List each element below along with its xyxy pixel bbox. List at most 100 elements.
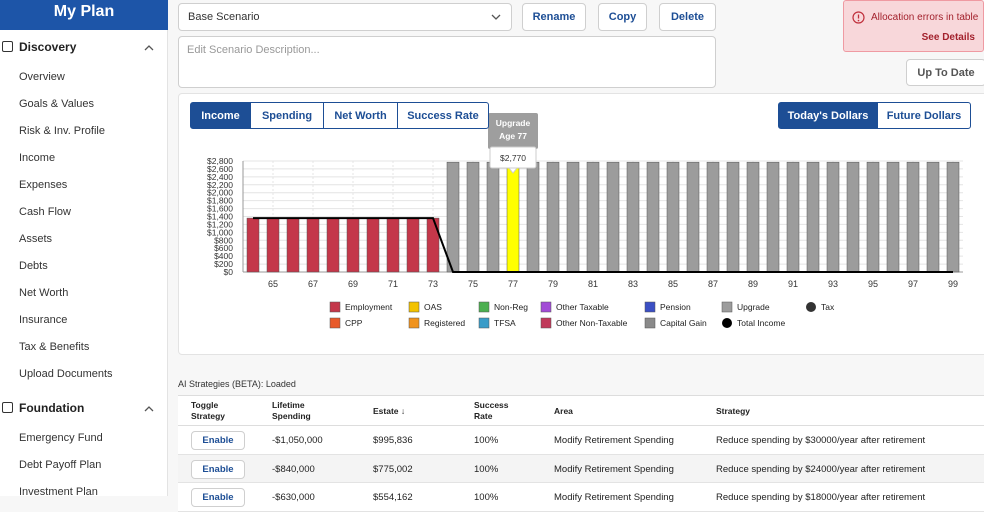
x-tick-label: 67 xyxy=(308,279,318,289)
legend-label: Other Non-Taxable xyxy=(556,318,628,328)
tab[interactable]: Net Worth xyxy=(323,102,398,129)
nav-item[interactable]: Cash Flow xyxy=(19,206,71,218)
nav-item[interactable]: Tax & Benefits xyxy=(19,341,90,353)
bar xyxy=(946,161,960,273)
bar xyxy=(326,217,340,273)
table-row xyxy=(178,454,984,483)
scenario-button[interactable]: Delete xyxy=(659,3,716,31)
collapse-chevron[interactable] xyxy=(144,44,154,51)
nav-item[interactable]: Debt Payoff Plan xyxy=(19,459,102,471)
x-tick-label: 95 xyxy=(868,279,878,289)
bar xyxy=(586,161,600,273)
legend-label: CPP xyxy=(345,318,363,328)
bar xyxy=(646,161,660,273)
alert-message: Allocation errors in table xyxy=(871,12,979,23)
bar xyxy=(426,217,440,273)
section-icon xyxy=(2,402,13,413)
legend-marker xyxy=(540,301,552,313)
table-cell: $554,162 xyxy=(373,492,413,503)
collapse-chevron[interactable] xyxy=(144,405,154,412)
y-tick-label: $200 xyxy=(214,259,233,269)
y-tick-label: $1,400 xyxy=(207,212,233,222)
tab[interactable]: Spending xyxy=(250,102,324,129)
y-tick-label: $2,600 xyxy=(207,164,233,174)
bar xyxy=(626,161,640,273)
column-header: Strategy xyxy=(716,406,751,416)
legend-marker xyxy=(408,317,420,329)
table-cell: 100% xyxy=(474,492,499,503)
nav-item[interactable]: Overview xyxy=(19,71,65,83)
nav-item[interactable]: Expenses xyxy=(19,179,68,191)
bar xyxy=(746,161,760,273)
bar xyxy=(726,161,740,273)
alert-link[interactable]: See Details xyxy=(921,32,975,43)
scenario-button[interactable]: Rename xyxy=(522,3,586,31)
scenario-button[interactable]: Copy xyxy=(598,3,647,31)
bar xyxy=(486,161,500,273)
sidebar-title: My Plan xyxy=(0,0,168,30)
x-tick-label: 87 xyxy=(708,279,718,289)
tab[interactable]: Income xyxy=(190,102,251,129)
legend-label: Pension xyxy=(660,302,691,312)
legend-marker xyxy=(408,301,420,313)
tab[interactable]: Today's Dollars xyxy=(778,102,878,129)
enable-button[interactable]: Enable xyxy=(191,488,245,507)
legend-marker xyxy=(722,318,732,328)
nav-item[interactable]: Upload Documents xyxy=(19,368,113,380)
tooltip-pointer xyxy=(507,167,519,174)
nav-item[interactable]: Income xyxy=(19,152,56,164)
table-cell: Modify Retirement Spending xyxy=(554,492,674,503)
table-header xyxy=(178,396,984,426)
x-tick-label: 91 xyxy=(788,279,798,289)
nav-item[interactable]: Goals & Values xyxy=(19,98,95,110)
legend-label: Employment xyxy=(345,302,393,312)
scenario-name: Base Scenario xyxy=(188,11,260,23)
nav-item[interactable]: Net Worth xyxy=(19,287,69,299)
legend-marker xyxy=(806,302,816,312)
table-cell: -$840,000 xyxy=(272,463,315,475)
bar xyxy=(286,217,300,273)
legend-label: Non-Reg xyxy=(494,302,528,312)
nav-item[interactable]: Assets xyxy=(19,233,53,245)
enable-button[interactable]: Enable xyxy=(191,431,245,450)
y-tick-label: $1,000 xyxy=(207,227,233,237)
status-button[interactable]: Up To Date xyxy=(906,59,984,86)
nav-item[interactable]: Debts xyxy=(19,260,48,272)
bar xyxy=(666,161,680,273)
x-tick-label: 75 xyxy=(468,279,478,289)
x-tick-label: 93 xyxy=(828,279,838,289)
table-cell: $775,002 xyxy=(373,463,413,475)
nav-item[interactable]: Investment Plan xyxy=(19,486,98,498)
bar xyxy=(806,161,820,273)
tooltip-header xyxy=(488,113,538,149)
x-tick-label: 97 xyxy=(908,279,918,289)
tab[interactable]: Future Dollars xyxy=(877,102,971,129)
bar xyxy=(706,161,720,273)
column-header: Lifetime Spending xyxy=(272,400,311,421)
table-cell: Reduce spending by $24000/year after ret… xyxy=(716,463,926,475)
bar xyxy=(446,161,460,273)
nav-item[interactable]: Risk & Inv. Profile xyxy=(19,125,105,137)
bar xyxy=(506,161,520,273)
bar xyxy=(346,217,360,273)
tooltip-label: Age 77 xyxy=(499,131,527,141)
x-tick-label: 79 xyxy=(548,279,558,289)
scenario-select[interactable]: Base Scenario xyxy=(178,3,512,31)
y-tick-label: $2,800 xyxy=(207,156,233,166)
chevron xyxy=(491,14,501,20)
alert: Allocation errors in table See Details xyxy=(843,0,984,52)
table-row xyxy=(178,426,984,455)
description-input[interactable]: Edit Scenario Description... xyxy=(178,36,716,88)
nav-item[interactable]: Insurance xyxy=(19,314,68,326)
column-header[interactable]: Estate ↓ xyxy=(373,406,406,416)
nav-item[interactable]: Emergency Fund xyxy=(19,432,103,444)
legend-marker xyxy=(478,317,490,329)
alert-icon xyxy=(852,11,865,24)
bar xyxy=(686,161,700,273)
legend-label: Capital Gain xyxy=(660,318,707,328)
y-tick-label: $2,000 xyxy=(207,188,233,198)
enable-button[interactable]: Enable xyxy=(191,459,245,479)
tab[interactable]: Success Rate xyxy=(397,102,489,129)
bar xyxy=(866,161,880,273)
